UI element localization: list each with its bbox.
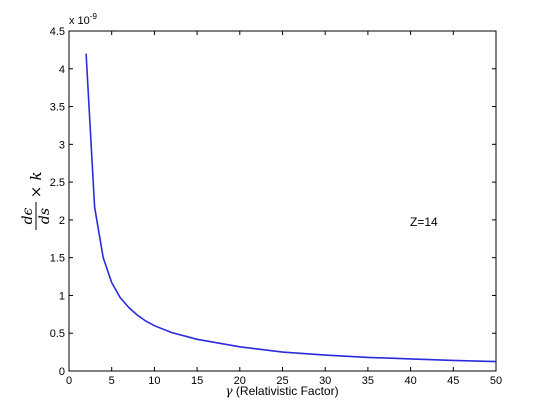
y-axis-label: dϵ ds × k [20, 171, 53, 230]
x-tick-label-4: 20 [234, 375, 246, 387]
y-tick-label-6: 3 [59, 139, 65, 151]
x-tick-label-10: 50 [490, 375, 502, 387]
y-tick-label-0: 0 [59, 366, 65, 378]
x-axis-label: γ (Relativistic Factor) [225, 384, 338, 398]
x-tick-label-1: 5 [109, 375, 115, 387]
plot-area [68, 30, 497, 372]
y-tick-label-8: 4 [59, 64, 65, 76]
y-scale-factor: x 10 [69, 15, 90, 27]
x-tick-label-9: 45 [447, 375, 459, 387]
y-scale-exponent: -9 [90, 12, 98, 21]
x-axis-text: (Relativistic Factor) [236, 384, 339, 398]
y-tick-label-3: 1.5 [50, 253, 65, 265]
y-tick-label-5: 2.5 [50, 177, 65, 189]
y-tick-label-1: 0.5 [50, 328, 65, 340]
x-tick-label-3: 15 [191, 375, 203, 387]
y-tick-label-9: 4.5 [50, 26, 65, 38]
y-scale-label: x 10-9 [69, 12, 97, 27]
x-tick-label-0: 0 [66, 375, 72, 387]
x-tick-labels: 0 5 10 15 20 25 30 35 40 45 50 [66, 375, 502, 387]
x-tick-label-2: 10 [148, 375, 160, 387]
y-label-times: × [27, 186, 45, 199]
y-tick-label-2: 1 [59, 290, 65, 302]
annotation: Z=14 [410, 215, 438, 229]
y-label-numerator: dϵ [20, 207, 36, 224]
x-axis-symbol: γ [225, 384, 233, 398]
y-label-denominator: ds [37, 208, 53, 224]
y-label-k: k [27, 171, 45, 180]
series-line [85, 53, 497, 363]
x-tick-label-5: 25 [276, 375, 288, 387]
x-tick-label-8: 40 [404, 375, 416, 387]
y-tick-label-7: 3.5 [50, 102, 65, 114]
y-tick-labels: 0 0.5 1 1.5 2 2.5 3 3.5 4 4.5 [50, 26, 65, 378]
y-tick-label-4: 2 [59, 215, 65, 227]
axis-ticks [68, 30, 497, 372]
x-tick-label-7: 35 [362, 375, 374, 387]
x-tick-label-6: 30 [319, 375, 331, 387]
